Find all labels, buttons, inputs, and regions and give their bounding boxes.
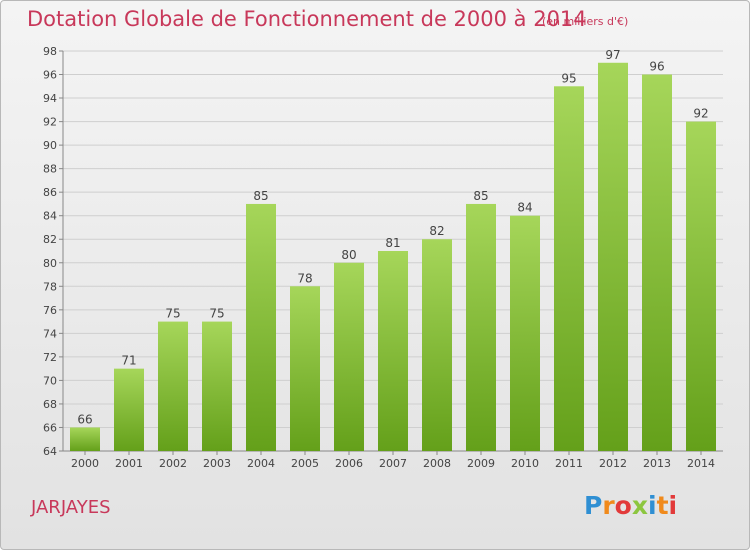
bar-2004 xyxy=(246,203,276,451)
y-tick-label: 94 xyxy=(43,92,57,105)
data-label-2001: 71 xyxy=(121,354,136,368)
data-label-2000: 66 xyxy=(77,412,92,426)
bar-2007 xyxy=(378,251,408,451)
x-tick-label: 2002 xyxy=(159,457,187,470)
bar-2014 xyxy=(686,121,716,452)
x-tick-label: 2011 xyxy=(555,457,583,470)
data-label-2003: 75 xyxy=(209,307,224,321)
y-tick-label: 76 xyxy=(43,304,57,317)
y-tick-label: 86 xyxy=(43,186,57,199)
bar-2002 xyxy=(158,321,188,451)
y-tick-label: 68 xyxy=(43,398,57,411)
bar-2006 xyxy=(334,262,364,451)
bar-2001 xyxy=(114,368,144,451)
x-tick-label: 2008 xyxy=(423,457,451,470)
y-tick-label: 92 xyxy=(43,116,57,129)
x-tick-label: 2005 xyxy=(291,457,319,470)
x-tick-label: 2000 xyxy=(71,457,99,470)
data-label-2002: 75 xyxy=(165,307,180,321)
y-tick-label: 96 xyxy=(43,69,57,82)
x-tick-label: 2004 xyxy=(247,457,275,470)
x-tick-label: 2007 xyxy=(379,457,407,470)
x-tick-label: 2003 xyxy=(203,457,231,470)
bar-2010 xyxy=(510,215,540,451)
bar-2005 xyxy=(290,286,320,451)
y-tick-label: 64 xyxy=(43,445,57,458)
commune-name: JARJAYES xyxy=(31,497,111,518)
logo-letter: x xyxy=(631,491,648,520)
bar-2000 xyxy=(70,427,100,451)
y-tick-label: 74 xyxy=(43,327,57,340)
data-label-2013: 96 xyxy=(649,60,664,74)
data-label-2008: 82 xyxy=(429,224,444,238)
data-label-2005: 78 xyxy=(297,271,312,285)
bar-2003 xyxy=(202,321,232,451)
x-tick-label: 2014 xyxy=(687,457,715,470)
bar-2013 xyxy=(642,74,672,451)
x-tick-label: 2001 xyxy=(115,457,143,470)
chart-subtitle: (en milliers d'€) xyxy=(542,15,629,28)
bar-2008 xyxy=(422,239,452,451)
data-label-2006: 80 xyxy=(341,248,356,262)
proxiti-logo: Proxiti xyxy=(584,491,677,520)
logo-letter: o xyxy=(614,491,632,520)
y-tick-label: 84 xyxy=(43,210,57,223)
y-tick-label: 82 xyxy=(43,233,57,246)
y-tick-label: 80 xyxy=(43,257,57,270)
x-tick-label: 2006 xyxy=(335,457,363,470)
data-label-2007: 81 xyxy=(385,236,400,250)
logo-letter: i xyxy=(668,491,678,520)
logo-letter: i xyxy=(648,491,657,520)
x-tick-label: 2012 xyxy=(599,457,627,470)
bar-2009 xyxy=(466,203,496,451)
y-tick-label: 72 xyxy=(43,351,57,364)
logo-letter: r xyxy=(602,491,615,520)
chart-title: Dotation Globale de Fonctionnement de 20… xyxy=(27,7,587,31)
y-tick-label: 78 xyxy=(43,280,57,293)
bar-2012 xyxy=(598,62,628,451)
y-tick-label: 88 xyxy=(43,163,57,176)
logo-letter: P xyxy=(584,491,603,520)
x-tick-label: 2010 xyxy=(511,457,539,470)
y-tick-label: 98 xyxy=(43,45,57,58)
x-tick-label: 2009 xyxy=(467,457,495,470)
y-tick-label: 66 xyxy=(43,421,57,434)
x-tick-label: 2013 xyxy=(643,457,671,470)
data-label-2010: 84 xyxy=(517,201,532,215)
logo-letter: t xyxy=(656,491,669,520)
data-label-2014: 92 xyxy=(693,107,708,121)
data-label-2009: 85 xyxy=(473,189,488,203)
data-label-2004: 85 xyxy=(253,189,268,203)
data-label-2012: 97 xyxy=(605,48,620,62)
data-label-2011: 95 xyxy=(561,71,576,85)
y-tick-label: 90 xyxy=(43,139,57,152)
bar-2011 xyxy=(554,86,584,451)
y-tick-label: 70 xyxy=(43,374,57,387)
